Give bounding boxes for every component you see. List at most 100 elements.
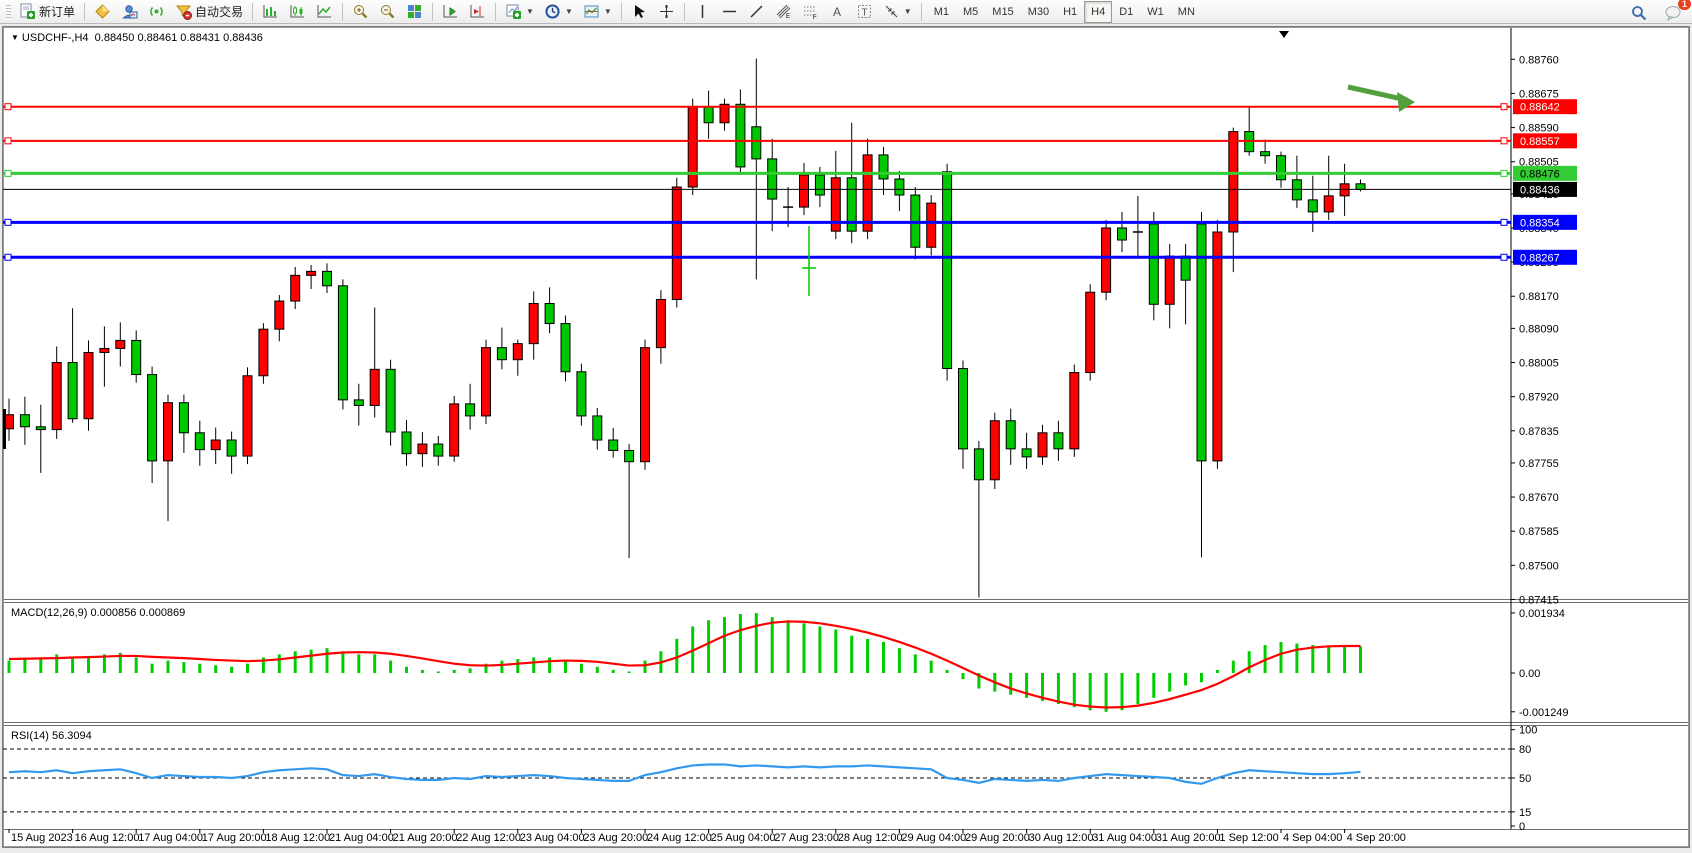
bull-candle xyxy=(1069,372,1080,450)
autotrading-label: 自动交易 xyxy=(195,5,244,19)
candlestick-chart-icon xyxy=(289,3,306,20)
bull-candle xyxy=(51,362,62,431)
line-chart-button[interactable] xyxy=(312,0,337,24)
svg-text:0.87755: 0.87755 xyxy=(1519,458,1559,470)
svg-text:23 Aug 20:00: 23 Aug 20:00 xyxy=(583,832,648,844)
zoom-in-button[interactable] xyxy=(348,0,373,24)
crosshair-tool-button[interactable] xyxy=(654,0,679,24)
bear-candle xyxy=(131,339,142,376)
auto-scroll-icon xyxy=(442,3,459,20)
bear-candle xyxy=(1307,199,1318,213)
svg-text:0.87670: 0.87670 xyxy=(1519,492,1559,504)
horizontal-line-tool[interactable] xyxy=(717,0,742,24)
svg-text:21 Aug 20:00: 21 Aug 20:00 xyxy=(393,832,458,844)
timeframe-mn[interactable]: MN xyxy=(1177,5,1195,18)
timeframe-h4[interactable]: H4 xyxy=(1084,0,1113,23)
bear-candle xyxy=(1021,448,1032,458)
trendline-tool[interactable] xyxy=(744,0,769,24)
line-chart-icon xyxy=(316,3,333,20)
svg-text:0.88505: 0.88505 xyxy=(1519,157,1559,169)
macd-signal-line xyxy=(8,620,1361,709)
periods-dropdown[interactable]: ▼ xyxy=(540,0,577,24)
search-button[interactable] xyxy=(1626,1,1652,25)
bull-candle xyxy=(862,154,873,232)
bull-candle xyxy=(528,302,539,345)
bear-candle xyxy=(1180,255,1191,281)
green-arrow-shaft xyxy=(1347,84,1408,103)
signal-button[interactable] xyxy=(144,0,169,24)
bear-candle xyxy=(385,368,396,433)
bear-candle xyxy=(894,178,905,196)
mql-editor-button[interactable] xyxy=(90,0,115,24)
timeframe-m5[interactable]: M5 xyxy=(963,5,979,18)
autotrading-button[interactable]: 自动交易 xyxy=(171,0,247,24)
svg-text:15 Aug 2023: 15 Aug 2023 xyxy=(11,832,73,844)
collapse-triangle-icon[interactable]: ▼ xyxy=(11,33,19,42)
fibonacci-icon: F xyxy=(802,3,819,20)
chart-shift-icon xyxy=(469,3,486,20)
svg-text:28 Aug 12:00: 28 Aug 12:00 xyxy=(838,832,903,844)
tile-windows-button[interactable] xyxy=(402,0,427,24)
svg-text:21 Aug 04:00: 21 Aug 04:00 xyxy=(329,832,394,844)
separator xyxy=(84,2,86,21)
separator xyxy=(495,2,497,21)
new-chart-icon xyxy=(505,3,522,20)
notifications-button[interactable]: 1 xyxy=(1660,0,1691,25)
price-badge xyxy=(1513,133,1577,149)
autotrading-icon xyxy=(175,3,193,20)
chart-canvas[interactable]: 0.887600.886750.885900.885050.884250.883… xyxy=(3,27,1689,847)
timeframe-m15[interactable]: M15 xyxy=(992,5,1014,18)
shapes-dropdown[interactable]: ▼ xyxy=(879,0,916,24)
timeframe-h1[interactable]: H1 xyxy=(1063,5,1078,18)
bull-candle xyxy=(1212,231,1223,462)
fibonacci-tool[interactable]: F xyxy=(798,0,823,24)
bear-candle xyxy=(846,177,857,232)
bear-candle xyxy=(1260,151,1271,157)
bear-candle xyxy=(322,270,332,287)
auto-scroll-button[interactable] xyxy=(438,0,463,24)
svg-text:0.87415: 0.87415 xyxy=(1519,594,1559,606)
bar-chart-button[interactable] xyxy=(258,0,283,24)
time-axis[interactable] xyxy=(3,827,1511,847)
zoom-out-button[interactable] xyxy=(375,0,400,24)
bear-candle xyxy=(1053,432,1064,450)
profile-button[interactable] xyxy=(117,0,142,24)
green-arrow-head xyxy=(1397,92,1415,112)
timeframe-d1[interactable]: D1 xyxy=(1119,5,1134,18)
indicators-icon xyxy=(583,3,600,20)
bull-candle xyxy=(830,177,841,232)
toolbar-grip[interactable] xyxy=(6,3,11,20)
rsi-indicator-label: RSI(14) 56.3094 xyxy=(11,730,92,742)
chart-window[interactable]: ▼ USDCHF-,H4 0.88450 0.88461 0.88431 0.88… xyxy=(2,26,1690,848)
svg-text:29 Aug 20:00: 29 Aug 20:00 xyxy=(965,832,1030,844)
svg-text:0.88476: 0.88476 xyxy=(1520,168,1560,180)
bull-candle xyxy=(926,202,937,248)
line-handle xyxy=(1500,253,1508,261)
bear-candle xyxy=(496,347,507,361)
cursor-tool-button[interactable] xyxy=(627,0,652,24)
bull-candle xyxy=(417,443,428,455)
svg-text:16 Aug 12:00: 16 Aug 12:00 xyxy=(75,832,140,844)
bear-candle xyxy=(767,158,778,200)
timeframe-w1[interactable]: W1 xyxy=(1147,5,1164,18)
candlestick-chart-button[interactable] xyxy=(285,0,310,24)
bull-candle xyxy=(242,375,253,457)
indicators-dropdown[interactable]: ▼ xyxy=(579,0,616,24)
yellow-diamond-icon xyxy=(94,3,111,20)
annotations xyxy=(3,31,1415,449)
timeframe-m30[interactable]: M30 xyxy=(1027,5,1050,18)
price-axis[interactable] xyxy=(1511,27,1689,827)
text-label-tool[interactable]: T xyxy=(852,0,877,24)
line-handle xyxy=(1500,103,1508,111)
vertical-line-tool[interactable] xyxy=(690,0,715,24)
text-tool[interactable]: A xyxy=(825,0,850,24)
line-handle xyxy=(4,137,12,145)
new-chart-dropdown[interactable]: ▼ xyxy=(501,0,538,24)
svg-text:0.88170: 0.88170 xyxy=(1519,291,1559,303)
timeframe-m1[interactable]: M1 xyxy=(933,5,949,18)
new-order-button[interactable]: 新订单 xyxy=(15,0,79,24)
equidistant-channel-tool[interactable]: E xyxy=(771,0,796,24)
chart-shift-button[interactable] xyxy=(465,0,490,24)
line-handle xyxy=(4,218,12,226)
